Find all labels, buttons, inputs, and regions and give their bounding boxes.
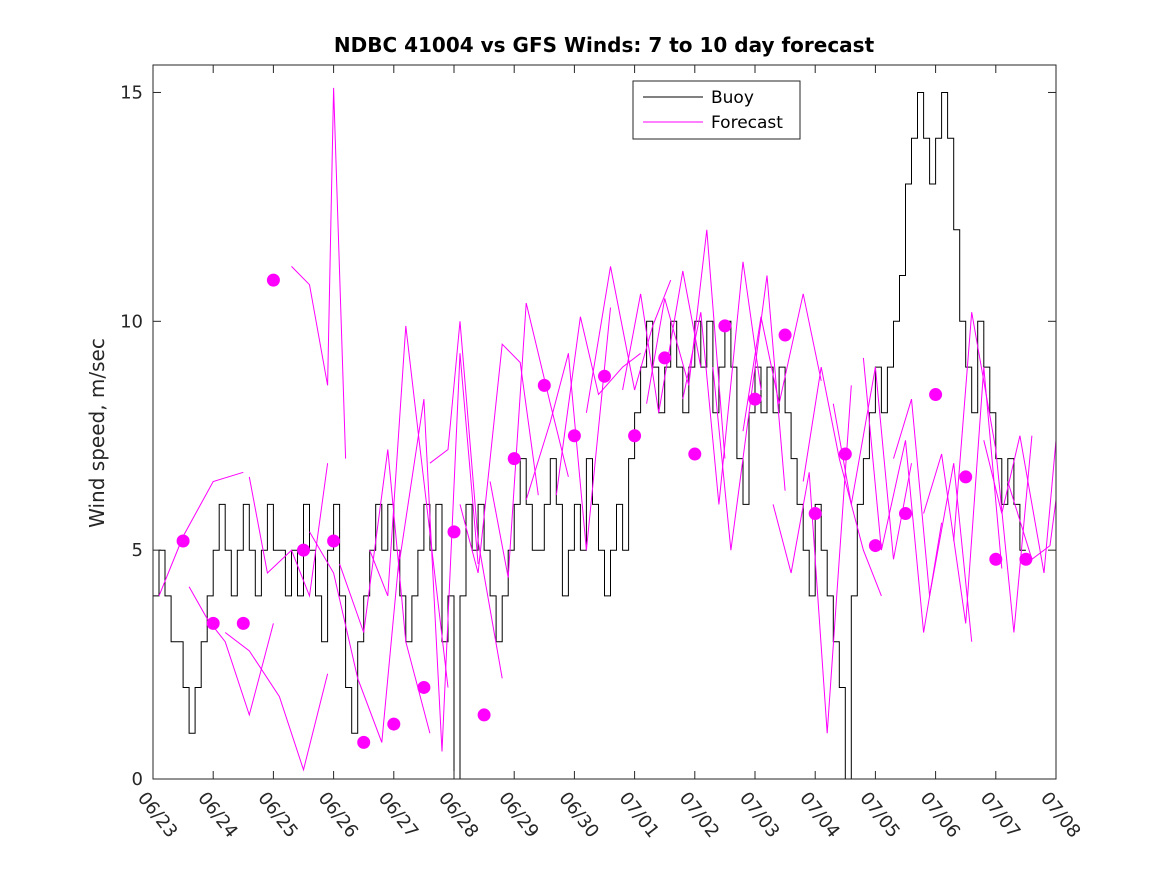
x-tick-label: 07/01 — [615, 788, 663, 842]
forecast-point — [598, 369, 611, 383]
forecast-run-line-16 — [646, 229, 726, 459]
forecast-point — [387, 717, 401, 731]
forecast-run-line-15 — [622, 270, 702, 413]
forecast-run-line-4 — [291, 87, 347, 459]
forecast-point — [477, 708, 491, 722]
buoy-line — [153, 92, 1026, 780]
x-tick-label: 06/24 — [193, 788, 241, 842]
forecast-run-line-0 — [158, 471, 244, 597]
forecast-point — [959, 470, 973, 484]
forecast-run-line-11 — [489, 302, 569, 578]
forecast-point — [567, 429, 581, 443]
y-axis: 0 5 10 15 — [120, 82, 1056, 790]
legend-forecast-label: Forecast — [711, 113, 783, 133]
x-tick-label: 07/03 — [735, 788, 783, 842]
forecast-run-line-10 — [459, 343, 539, 574]
y-tick-label: 0 — [132, 769, 143, 790]
forecast-point — [868, 539, 882, 553]
legend: Buoy Forecast — [632, 80, 801, 140]
forecast-point — [718, 319, 732, 333]
forecast-run-line-18 — [712, 275, 786, 551]
forecast-point — [417, 680, 431, 694]
forecast-point — [537, 378, 551, 392]
plot-frame — [152, 64, 1057, 780]
x-tick-label: 06/23 — [133, 788, 181, 842]
legend-box — [632, 80, 801, 140]
y-tick-label: 10 — [120, 311, 143, 332]
y-axis-label: Wind speed, m/sec — [85, 338, 109, 528]
forecast-point — [899, 507, 912, 521]
x-tick-label: 06/30 — [554, 788, 602, 842]
forecast-point — [748, 392, 762, 406]
forecast-run-line-24 — [893, 398, 973, 642]
forecast-point — [206, 616, 220, 630]
forecast-run-line-12 — [525, 307, 611, 551]
forecast-run-line-13 — [555, 316, 641, 496]
forecast-run-line-6 — [339, 449, 431, 734]
forecast-points-layer — [176, 273, 1033, 749]
forecast-point — [929, 388, 943, 402]
forecast-point — [507, 452, 521, 466]
forecast-point — [688, 447, 702, 461]
x-tick-label: 06/25 — [253, 788, 301, 842]
forecast-point — [447, 525, 461, 539]
x-tick-label: 07/02 — [675, 788, 723, 842]
forecast-point — [176, 534, 190, 548]
forecast-run-line-22 — [832, 367, 912, 560]
x-tick-label: 07/06 — [916, 788, 964, 842]
chart-title: NDBC 41004 vs GFS Winds: 7 to 10 day for… — [334, 33, 875, 57]
forecast-run-line-28 — [1007, 481, 1057, 561]
forecast-point — [297, 543, 310, 557]
forecast-run-line-3 — [248, 463, 329, 598]
forecast-point — [808, 507, 822, 521]
forecast-point — [778, 328, 792, 342]
forecast-point — [658, 351, 672, 365]
x-tick-label: 06/29 — [494, 788, 542, 842]
forecast-point — [266, 273, 280, 287]
forecast-run-line-1 — [188, 586, 274, 717]
forecast-run-line-5 — [309, 531, 401, 743]
forecast-run-line-21 — [802, 367, 882, 597]
x-tick-label: 06/28 — [434, 788, 482, 842]
x-axis: 06/23 06/24 06/25 06/26 06/27 06/28 06/29 06/30… — [133, 65, 1085, 842]
legend-buoy-label: Buoy — [711, 88, 754, 108]
forecast-point — [838, 447, 852, 461]
x-tick-label: 07/05 — [855, 788, 903, 842]
x-tick-label: 06/26 — [314, 788, 362, 842]
forecast-run-line-26 — [953, 312, 1033, 633]
forecast-run-line-27 — [983, 435, 1057, 574]
forecast-point — [1019, 552, 1033, 566]
buoy-series-layer — [153, 92, 1026, 780]
forecast-run-line-8 — [399, 353, 479, 752]
y-tick-label: 15 — [120, 82, 143, 103]
x-tick-label: 07/07 — [976, 788, 1024, 842]
forecast-run-line-14 — [585, 266, 672, 413]
forecast-run-line-19 — [742, 293, 822, 432]
y-tick-label: 5 — [132, 540, 143, 561]
x-tick-label: 07/04 — [795, 788, 843, 842]
forecast-point — [357, 735, 371, 749]
forecast-run-line-9 — [429, 321, 503, 679]
forecast-point — [989, 552, 1003, 566]
forecast-point — [628, 429, 642, 443]
x-tick-label: 07/08 — [1036, 788, 1084, 842]
forecast-run-line-20 — [772, 385, 852, 734]
forecast-point — [236, 616, 250, 630]
plot-area — [153, 87, 1057, 780]
x-tick-label: 06/27 — [374, 788, 422, 842]
forecast-series-layer — [158, 87, 1057, 772]
forecast-run-line-17 — [682, 261, 762, 505]
forecast-point — [327, 534, 341, 548]
forecast-run-line-2 — [224, 632, 329, 772]
forecast-run-line-25 — [923, 367, 1003, 624]
